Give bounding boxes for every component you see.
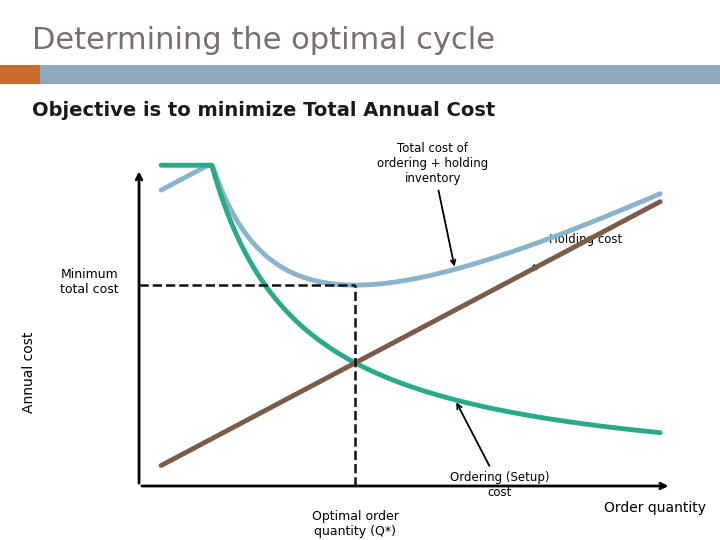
- Text: Determining the optimal cycle: Determining the optimal cycle: [32, 26, 495, 55]
- Text: Holding cost: Holding cost: [531, 233, 623, 269]
- Text: Optimal order
quantity (Q*): Optimal order quantity (Q*): [312, 510, 399, 538]
- Text: Objective is to minimize Total Annual Cost: Objective is to minimize Total Annual Co…: [32, 101, 495, 120]
- Text: Order quantity: Order quantity: [603, 501, 706, 515]
- Text: Ordering (Setup)
cost: Ordering (Setup) cost: [450, 404, 549, 499]
- Text: Minimum
total cost: Minimum total cost: [60, 268, 119, 296]
- Text: Annual cost: Annual cost: [22, 332, 36, 413]
- Text: Total cost of
ordering + holding
inventory: Total cost of ordering + holding invento…: [377, 142, 488, 265]
